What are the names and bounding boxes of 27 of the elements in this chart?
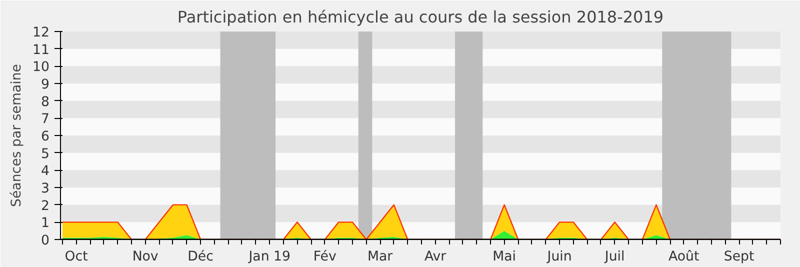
y-axis-title: Séances par semaine	[10, 64, 25, 207]
x-tick-label: Mai	[492, 250, 516, 264]
x-tick-label: Juin	[546, 250, 572, 264]
y-tick-label: 8	[41, 94, 50, 110]
y-tick-label: 2	[41, 198, 50, 214]
y-tick-label: 9	[41, 78, 50, 92]
y-tick-label: 12	[32, 26, 50, 40]
y-tick-label: 4	[41, 164, 50, 180]
y-tick-label: 3	[41, 182, 50, 196]
y-tick-label: 1	[41, 216, 50, 232]
x-tick-label: Avr	[424, 250, 447, 264]
y-tick-label: 10	[32, 60, 50, 76]
y-tick-label: 6	[41, 130, 50, 144]
x-tick-label: Fév	[313, 250, 336, 264]
x-tick-label: Mar	[367, 250, 394, 264]
x-tick-label: Déc	[188, 250, 214, 264]
y-tick-label: 5	[41, 146, 50, 162]
x-tick-label: Oct	[64, 250, 88, 264]
x-tick-label: Jan 19	[248, 250, 290, 264]
x-tick-label: Sept	[724, 250, 754, 264]
y-tick-label: 0	[41, 234, 50, 248]
chart-title: Participation en hémicycle au cours de la session 2018-2019	[177, 8, 664, 26]
y-tick-label: 7	[41, 112, 50, 128]
x-tick-label: Août	[668, 250, 700, 264]
y-tick-label: 11	[32, 42, 50, 58]
x-tick-label: Nov	[132, 250, 158, 264]
x-tick-label: Juil	[604, 250, 625, 264]
